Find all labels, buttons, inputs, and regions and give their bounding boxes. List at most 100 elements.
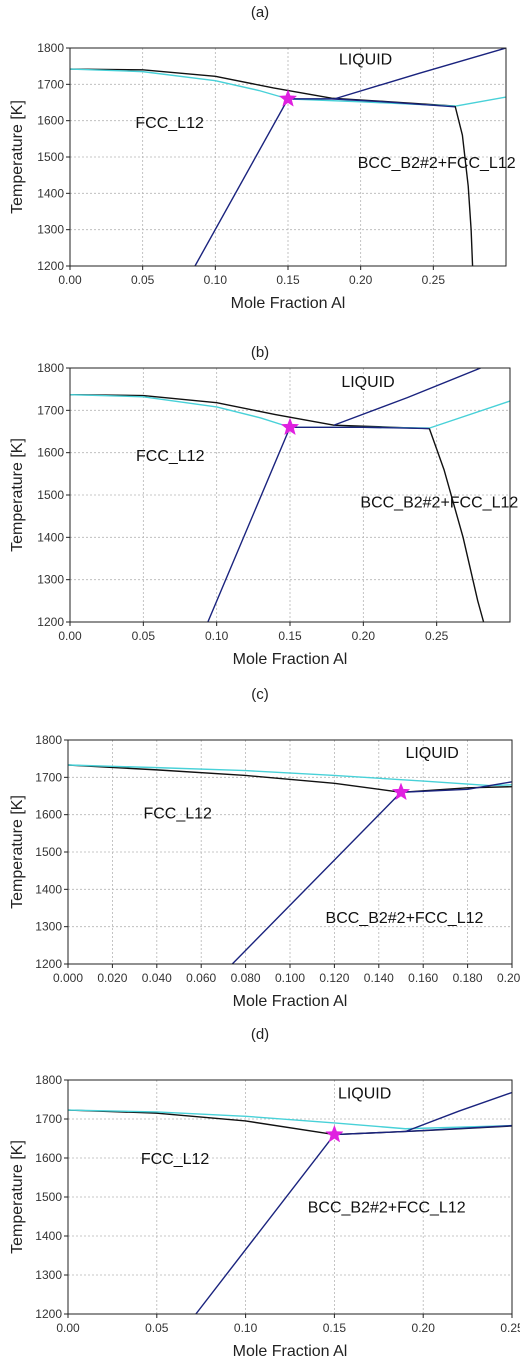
- x-axis-title: Mole Fraction Al: [233, 993, 348, 1010]
- panel-c: (c) 0.000 0.020 0.040 0.060 0.080 0.100 0.120 0…: [0, 682, 520, 1022]
- y-axis-title: Temperature [K]: [9, 100, 26, 214]
- y-tick-label: 1800: [35, 1073, 62, 1087]
- x-tick-label: 0.160: [408, 971, 438, 985]
- plot-area: [70, 368, 510, 622]
- series-line: [288, 98, 456, 108]
- y-axis-title: Temperature [K]: [9, 795, 26, 909]
- x-tick-label: 0.040: [142, 971, 172, 985]
- series-line: [428, 428, 485, 622]
- plot-area: [68, 1091, 512, 1314]
- y-tick-label: 1800: [37, 41, 64, 55]
- y-tick-label: 1300: [37, 223, 64, 237]
- panel-label: (c): [251, 686, 269, 703]
- panel-b: (b) 0.00 0.05 0.10 0.15 0.20 0.25 1200 1300 1400…: [0, 340, 520, 682]
- x-tick-label: 0.00: [56, 1321, 80, 1335]
- phase-region-label: BCC_B2#2+FCC_L12: [326, 910, 484, 927]
- y-tick-label: 1500: [35, 1190, 62, 1204]
- x-tick-label: 0.20: [352, 629, 376, 643]
- x-tick-label: 0.20: [349, 273, 373, 287]
- x-tick-label: 0.15: [323, 1321, 347, 1335]
- x-tick-label: 0.10: [204, 273, 228, 287]
- y-tick-label: 1400: [37, 530, 64, 544]
- y-tick-label: 1400: [35, 1229, 62, 1243]
- series-line: [333, 368, 481, 426]
- series-line: [405, 1091, 512, 1133]
- series-line: [68, 764, 512, 793]
- y-tick-label: 1200: [37, 259, 64, 273]
- x-tick-label: 0.180: [453, 971, 483, 985]
- x-tick-label: 0.05: [145, 1321, 169, 1335]
- phase-region-label: BCC_B2#2+FCC_L12: [308, 1200, 466, 1217]
- y-tick-label: 1700: [37, 403, 64, 417]
- y-tick-label: 1400: [37, 186, 64, 200]
- chart-d: 0.00 0.05 0.10 0.15 0.20 0.25 1200 1300 1400 1500…: [9, 1073, 520, 1360]
- panel-label: (a): [250, 4, 270, 21]
- x-axis-title: Mole Fraction Al: [231, 295, 346, 312]
- x-tick-label: 0.00: [58, 629, 82, 643]
- chart-a: 0.00 0.05 0.10 0.15 0.20 0.25 1200 1300 1400 1500…: [9, 41, 516, 312]
- x-tick-label: 0.10: [234, 1321, 258, 1335]
- y-tick-label: 1500: [37, 150, 64, 164]
- y-tick-label: 1200: [35, 1307, 62, 1321]
- x-tick-label: 0.05: [132, 629, 156, 643]
- y-tick-label: 1800: [37, 361, 64, 375]
- y-axis-title: Temperature [K]: [9, 1140, 26, 1254]
- y-tick-label: 1300: [35, 920, 62, 934]
- plot-area: [70, 48, 506, 266]
- star-marker: [280, 417, 300, 436]
- series-line: [195, 1134, 335, 1314]
- y-tick-label: 1200: [35, 957, 62, 971]
- y-tick-label: 1200: [37, 615, 64, 629]
- chart-c: 0.000 0.020 0.040 0.060 0.080 0.100 0.120 0.140…: [9, 733, 520, 1010]
- series-line: [70, 393, 430, 430]
- x-tick-label: 0.10: [205, 629, 229, 643]
- series-line: [68, 1109, 512, 1136]
- y-tick-label: 1700: [35, 770, 62, 784]
- x-tick-label: 0.15: [278, 629, 302, 643]
- phase-region-label: LIQUID: [405, 745, 458, 762]
- x-tick-label: 0.000: [53, 971, 83, 985]
- phase-region-label: FCC_L12: [141, 1151, 210, 1168]
- phase-region-label: FCC_L12: [136, 448, 205, 465]
- x-tick-label: 0.05: [131, 273, 155, 287]
- y-tick-label: 1500: [35, 845, 62, 859]
- phase-region-label: LIQUID: [338, 1086, 391, 1103]
- y-tick-label: 1600: [37, 446, 64, 460]
- x-tick-label: 0.120: [319, 971, 349, 985]
- x-axis-title: Mole Fraction Al: [233, 651, 348, 668]
- y-tick-label: 1800: [35, 733, 62, 747]
- panel-label: (b): [250, 344, 270, 361]
- y-tick-label: 1600: [35, 808, 62, 822]
- x-tick-label: 0.140: [364, 971, 394, 985]
- series-line: [400, 781, 512, 793]
- x-tick-label: 0.20: [412, 1321, 436, 1335]
- panel-a: (a) 0.00 0.05 0.10 0.15 0.20 0.25 1200 1300 1400…: [0, 0, 520, 340]
- panel-d: (d) 0.00 0.05 0.10 0.15 0.20 0.25 1200 1300 1400…: [0, 1022, 520, 1368]
- x-tick-label: 0.00: [58, 273, 82, 287]
- phase-region-label: LIQUID: [341, 374, 394, 391]
- y-tick-label: 1300: [35, 1268, 62, 1282]
- panel-label: (d): [250, 1026, 270, 1043]
- phase-region-label: BCC_B2#2+FCC_L12: [358, 155, 516, 172]
- y-tick-label: 1700: [37, 77, 64, 91]
- series-line: [194, 98, 289, 266]
- star-marker: [278, 89, 298, 107]
- x-tick-label: 0.15: [276, 273, 300, 287]
- star-marker: [325, 1124, 344, 1143]
- x-tick-label: 0.020: [97, 971, 127, 985]
- star-marker: [391, 782, 411, 801]
- x-axis-title: Mole Fraction Al: [233, 1343, 348, 1360]
- series-line: [231, 791, 402, 964]
- series-line: [290, 426, 430, 430]
- phase-region-label: BCC_B2#2+FCC_L12: [360, 495, 518, 512]
- y-tick-label: 1500: [37, 488, 64, 502]
- y-tick-label: 1300: [37, 573, 64, 587]
- x-tick-label: 0.25: [425, 629, 449, 643]
- phase-region-label: LIQUID: [339, 51, 392, 68]
- series-line: [68, 1109, 512, 1130]
- chart-b: 0.00 0.05 0.10 0.15 0.20 0.25 1200 1300 1400 1500…: [9, 361, 518, 668]
- y-tick-label: 1400: [35, 882, 62, 896]
- x-tick-label: 0.080: [231, 971, 261, 985]
- x-tick-label: 0.200: [497, 971, 520, 985]
- y-tick-label: 1600: [37, 114, 64, 128]
